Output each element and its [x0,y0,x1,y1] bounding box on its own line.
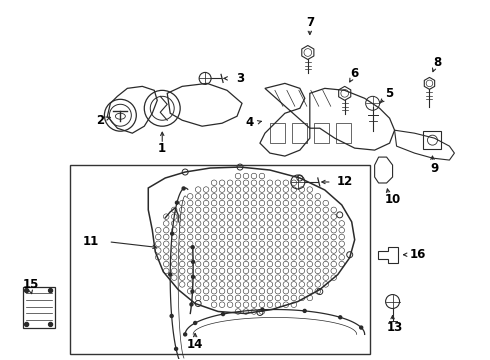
Text: 1: 1 [158,141,166,155]
Circle shape [171,232,173,235]
Bar [23,287,54,328]
Circle shape [194,321,196,324]
Text: 16: 16 [409,248,426,261]
Text: 3: 3 [236,72,244,85]
Text: 10: 10 [385,193,401,206]
Bar [292,123,307,143]
Circle shape [339,316,342,319]
Text: 13: 13 [387,321,403,334]
Text: 8: 8 [433,56,441,69]
Circle shape [49,289,52,293]
Circle shape [174,347,177,350]
Text: 9: 9 [430,162,439,175]
Circle shape [169,273,171,276]
Circle shape [192,275,195,279]
Text: 6: 6 [350,67,359,80]
Bar [270,123,285,143]
Circle shape [49,323,52,327]
Circle shape [182,187,185,190]
Circle shape [360,326,363,329]
Circle shape [221,312,224,316]
Text: 12: 12 [337,175,353,189]
Circle shape [261,308,264,311]
Circle shape [170,315,173,318]
Circle shape [190,303,193,306]
Bar [336,123,351,143]
Bar [314,123,329,143]
Circle shape [24,323,28,327]
Text: 2: 2 [97,114,104,127]
Text: 15: 15 [23,278,39,291]
Circle shape [191,290,194,293]
Text: 5: 5 [386,87,393,100]
Text: 14: 14 [187,338,203,351]
Bar [423,131,441,149]
Bar [71,165,369,354]
Text: 11: 11 [82,235,98,248]
Circle shape [191,246,194,249]
Circle shape [24,289,28,293]
Circle shape [175,201,178,204]
Circle shape [184,333,187,336]
Text: 4: 4 [246,116,254,129]
Circle shape [303,309,306,312]
Circle shape [192,260,195,264]
Text: 7: 7 [306,16,314,29]
